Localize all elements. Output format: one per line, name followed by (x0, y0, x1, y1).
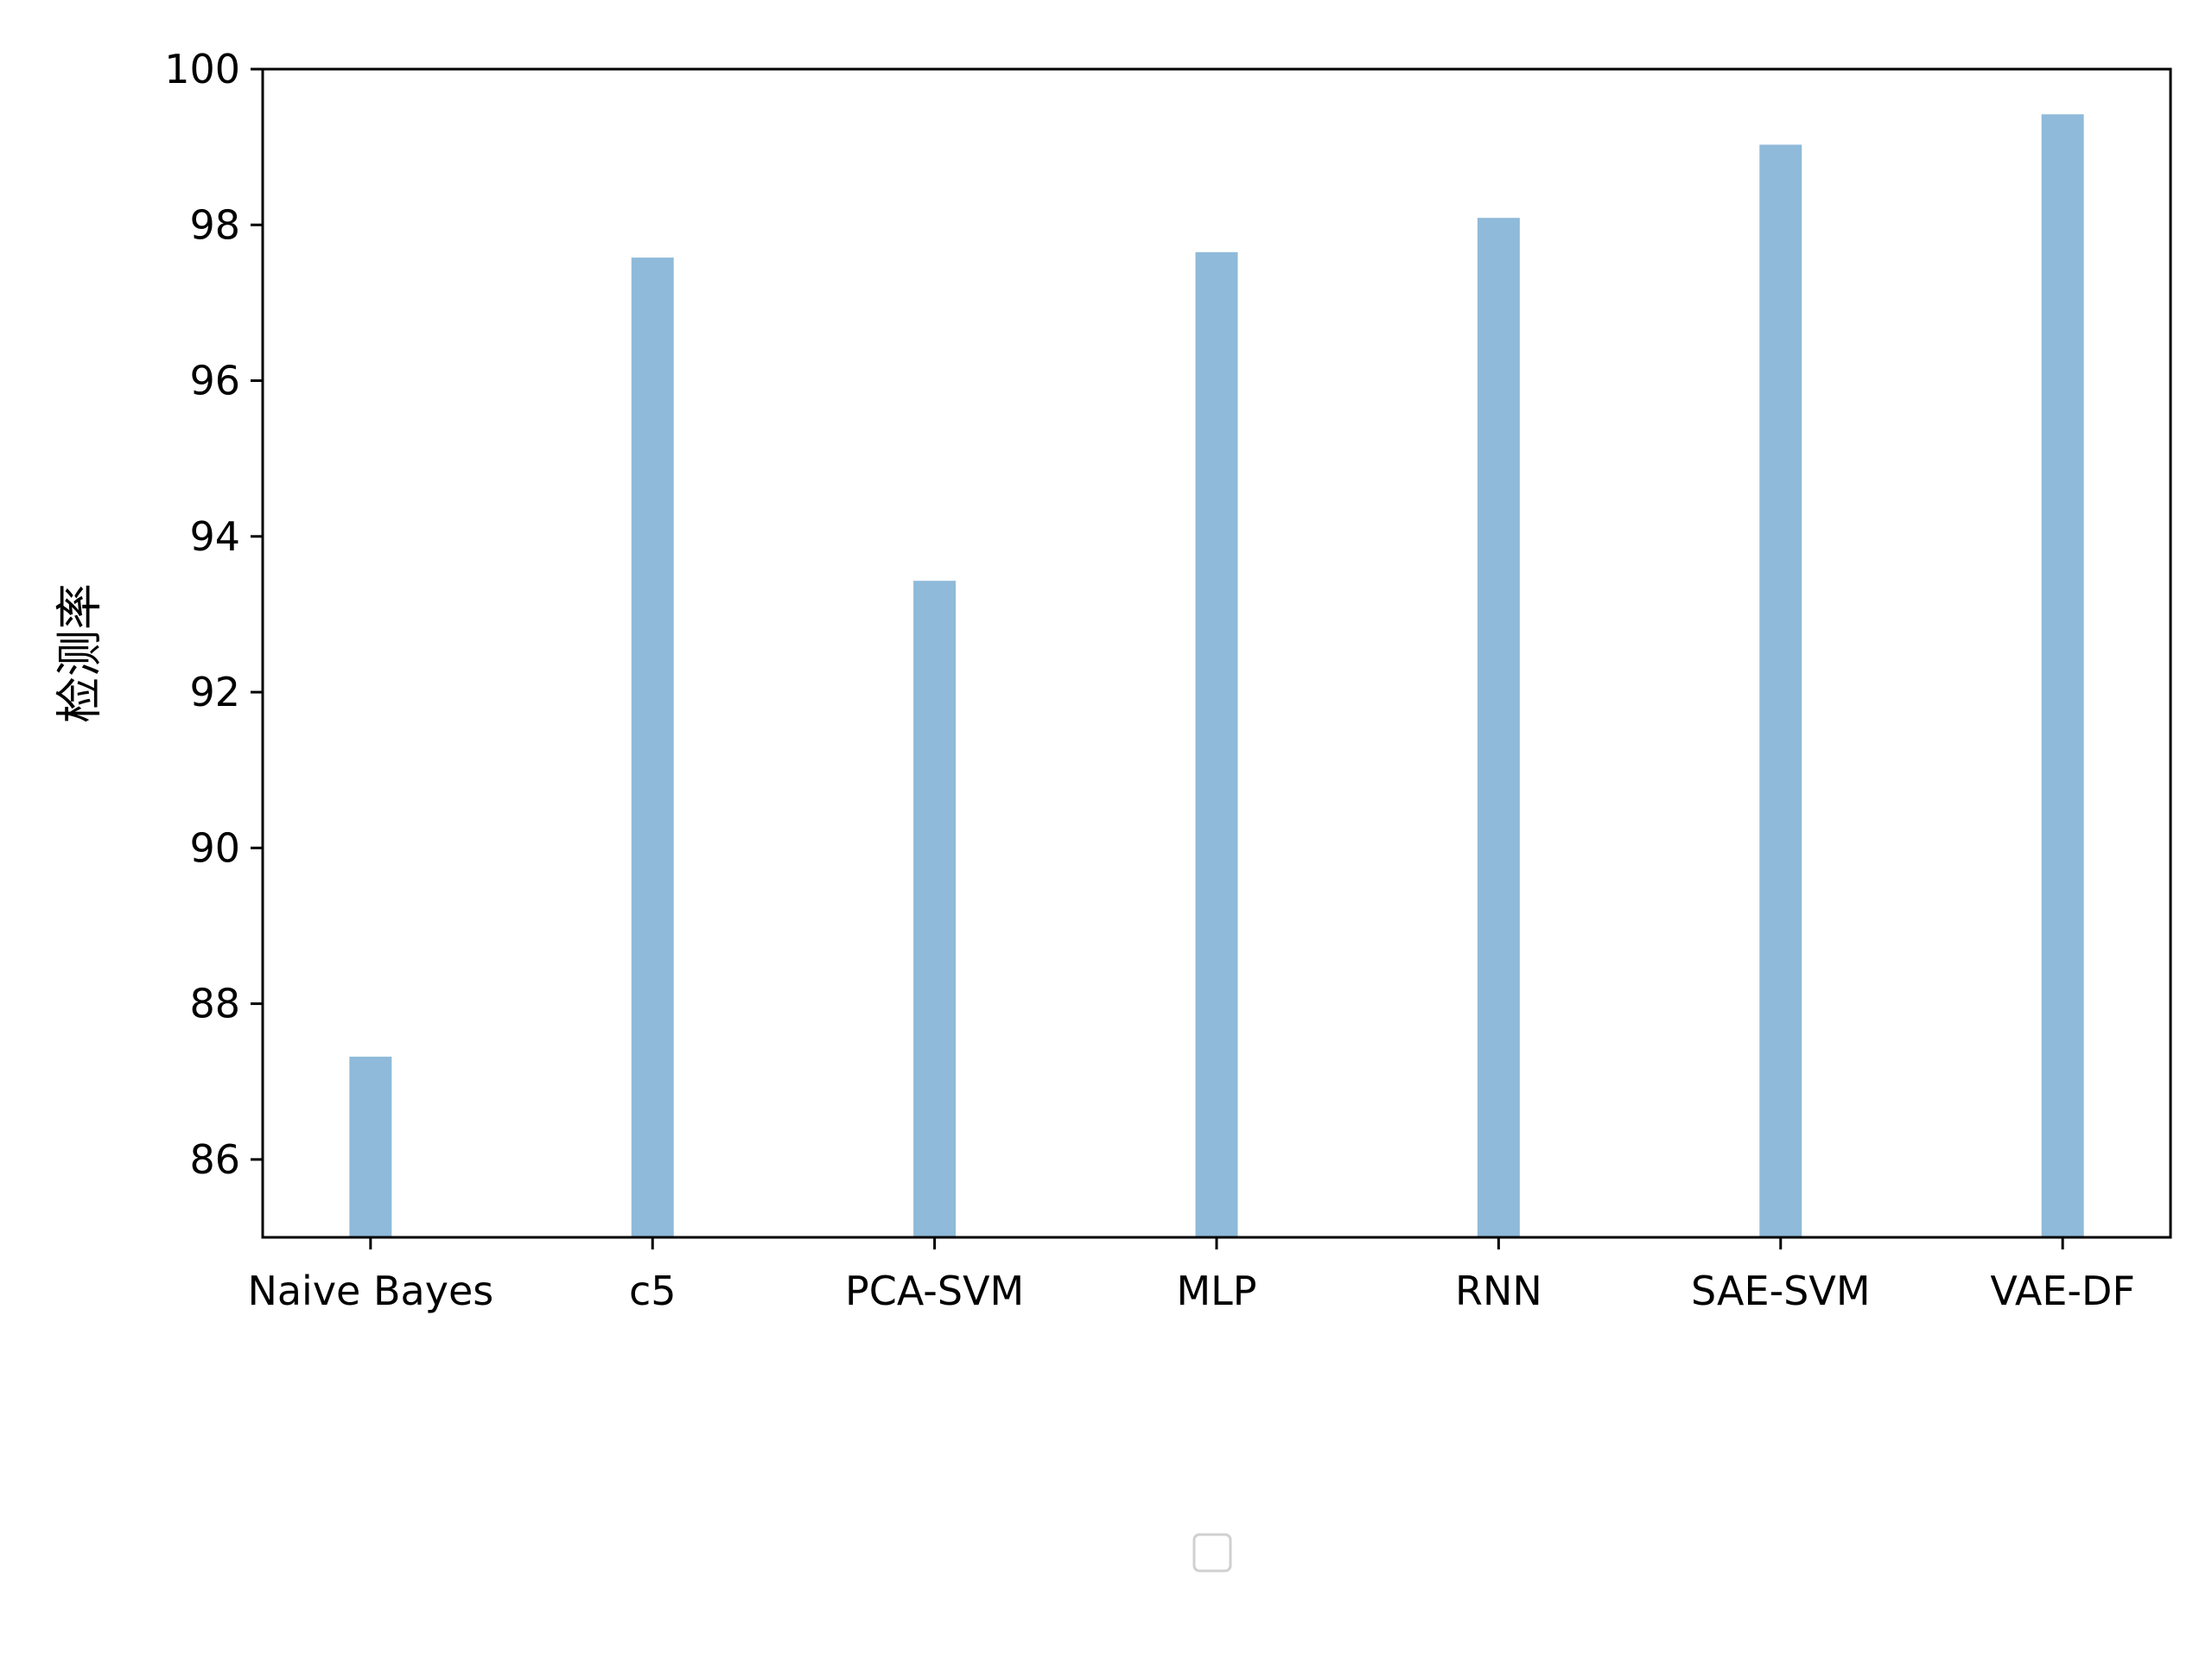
legend-box (1192, 1533, 1232, 1573)
x-tick-label: VAE-DF (1990, 1268, 2135, 1314)
bar-rnn (1477, 218, 1520, 1237)
x-tick-label: PCA-SVM (845, 1268, 1024, 1314)
y-axis-label: 检测率 (53, 583, 107, 723)
x-tick-label: c5 (629, 1268, 677, 1314)
x-tick-label: Naive Bayes (247, 1268, 493, 1314)
y-tick-label: 88 (189, 981, 240, 1027)
y-tick-label: 86 (189, 1136, 240, 1183)
bar-naive-bayes (349, 1056, 392, 1237)
y-tick-label: 90 (189, 824, 240, 871)
bar-c5 (631, 257, 674, 1237)
bar-mlp (1195, 251, 1238, 1237)
x-axis: Naive Bayes c5 PCA-SVM MLP RNN SAE-SVM VAE-DF (247, 1237, 2135, 1314)
y-tick-label: 100 (164, 46, 240, 92)
bars-group (349, 114, 2084, 1238)
y-tick-label: 96 (189, 358, 240, 404)
bar-sae-svm (1759, 144, 1802, 1238)
bar-pca-svm (913, 581, 957, 1237)
x-tick-label: MLP (1176, 1268, 1256, 1314)
y-tick-label: 94 (189, 513, 240, 560)
y-tick-label: 98 (189, 201, 240, 248)
x-tick-label: SAE-SVM (1691, 1268, 1871, 1314)
legend (1192, 1533, 1232, 1573)
y-axis: 86 88 90 92 94 96 98 100 (164, 46, 263, 1183)
x-tick-label: RNN (1455, 1268, 1542, 1314)
y-tick-label: 92 (189, 669, 240, 715)
bar-vae-df (2041, 114, 2084, 1237)
